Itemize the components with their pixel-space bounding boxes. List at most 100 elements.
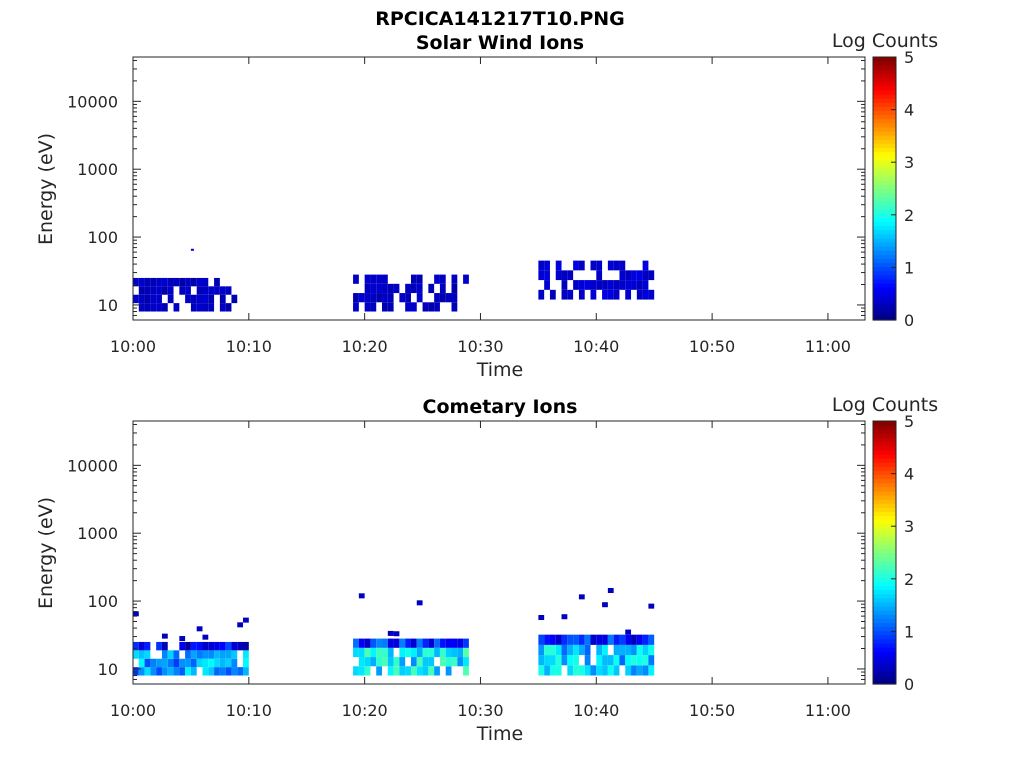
- spectrogram-cell: [602, 289, 608, 300]
- colorbar-segment: [873, 556, 896, 562]
- colorbar-segment: [873, 270, 896, 276]
- spectrogram-cell: [549, 655, 556, 666]
- spectrogram-cell: [167, 286, 174, 295]
- colorbar-segment: [873, 118, 896, 124]
- plot-frame: [132, 56, 866, 321]
- spectrogram-cell: [538, 615, 545, 621]
- spectrogram-cell: [364, 666, 371, 676]
- spectrogram-cell: [231, 658, 238, 668]
- spectrogram-cell: [190, 294, 197, 304]
- spectrogram-cell: [150, 277, 157, 287]
- colorbar-segment: [873, 233, 896, 239]
- spectrogram-cell: [636, 644, 643, 656]
- spectrogram-cell: [578, 594, 585, 600]
- spectrogram-cell: [237, 667, 244, 676]
- colorbar-segment: [873, 647, 896, 652]
- spectrogram-cell: [445, 638, 452, 648]
- spectrogram-cell: [416, 666, 423, 676]
- spectrogram-cell: [399, 293, 406, 303]
- spectrogram-cell: [584, 665, 591, 676]
- spectrogram-cell: [231, 641, 238, 651]
- plot-area: [133, 57, 865, 320]
- spectrogram-cell: [613, 634, 620, 645]
- colorbar-segment: [873, 651, 896, 656]
- spectrogram-cell: [410, 274, 417, 284]
- colorbar-segment: [873, 605, 896, 611]
- spectrogram-cell: [428, 302, 435, 312]
- colorbar-segment: [873, 274, 896, 280]
- spectrogram-cell: [196, 286, 203, 295]
- spectrogram-cell: [578, 260, 585, 271]
- spectrogram-cell: [590, 260, 597, 271]
- spectrogram-cell: [214, 641, 220, 651]
- spectrogram-cell: [231, 650, 238, 659]
- spectrogram-cell: [613, 665, 620, 676]
- colorbar-segment: [873, 601, 896, 607]
- spectrogram-cell: [578, 665, 585, 676]
- spectrogram-cell: [393, 638, 400, 648]
- spectrogram-cells: [133, 248, 655, 312]
- spectrogram-cell: [561, 634, 568, 645]
- spectrogram-cell: [451, 274, 458, 284]
- y-tick-label: 100: [87, 592, 118, 611]
- spectrogram-cell: [370, 283, 377, 294]
- x-tick-label: 10:50: [689, 701, 735, 720]
- spectrogram-cell: [364, 647, 371, 658]
- spectrogram-cell: [631, 665, 637, 676]
- colorbar-segment: [873, 642, 896, 648]
- spectrogram-cell: [631, 634, 637, 645]
- spectrogram-cell: [133, 294, 139, 304]
- spectrogram-cell: [619, 270, 626, 281]
- colorbar-segment: [873, 638, 896, 644]
- spectrogram-cell: [439, 657, 446, 667]
- colorbar-segment: [873, 106, 896, 112]
- colorbar-segment: [873, 77, 896, 83]
- spectrogram-cell: [538, 655, 545, 666]
- spectrogram-cell: [179, 641, 186, 651]
- spectrogram-cell: [190, 303, 197, 312]
- colorbar-tick-label: 2: [904, 570, 914, 589]
- spectrogram-cell: [567, 270, 574, 281]
- spectrogram-cell: [167, 658, 174, 668]
- spectrogram-cell: [358, 293, 365, 303]
- colorbar-segment: [873, 98, 896, 103]
- spectrogram-cell: [578, 644, 585, 656]
- spectrogram-cell: [434, 666, 440, 676]
- spectrogram-cell: [549, 289, 556, 300]
- colorbar-segment: [873, 155, 896, 161]
- colorbar-segment: [873, 437, 896, 443]
- spectrogram-cell: [358, 593, 365, 599]
- spectrogram-cell: [353, 638, 359, 648]
- spectrogram-cell: [561, 289, 568, 300]
- spectrogram-cell: [567, 634, 574, 645]
- spectrogram-cells: [133, 588, 655, 676]
- spectrogram-cell: [428, 638, 435, 648]
- colorbar-segment: [873, 278, 896, 284]
- spectrogram-cell: [243, 641, 249, 651]
- colorbar-segment: [873, 527, 896, 533]
- spectrogram-cell: [578, 280, 585, 290]
- spectrogram-cell: [573, 280, 579, 290]
- spectrogram-cell: [590, 665, 597, 676]
- spectrogram-cell: [196, 658, 203, 668]
- spectrogram-cell: [196, 626, 203, 632]
- spectrogram-cell: [382, 293, 388, 303]
- spectrogram-cell: [138, 650, 145, 659]
- spectrogram-cell: [190, 641, 197, 651]
- spectrogram-cell: [214, 658, 220, 668]
- spectrogram-cell: [457, 657, 464, 667]
- colorbar-tick-label: 1: [904, 258, 914, 277]
- colorbar-segment: [873, 655, 896, 660]
- spectrogram-cell: [561, 644, 568, 656]
- spectrogram-cell: [544, 655, 550, 666]
- colorbar-segment: [873, 217, 896, 222]
- colorbar-segment: [873, 486, 896, 492]
- spectrogram-cell: [613, 280, 620, 290]
- spectrogram-cell: [185, 650, 191, 659]
- spectrogram-cell: [573, 644, 579, 656]
- spectrogram-cell: [642, 644, 649, 656]
- spectrogram-cell: [648, 665, 655, 676]
- x-axis-label: Time: [476, 723, 524, 745]
- colorbar-segment: [873, 531, 896, 537]
- spectrogram-cell: [544, 634, 550, 645]
